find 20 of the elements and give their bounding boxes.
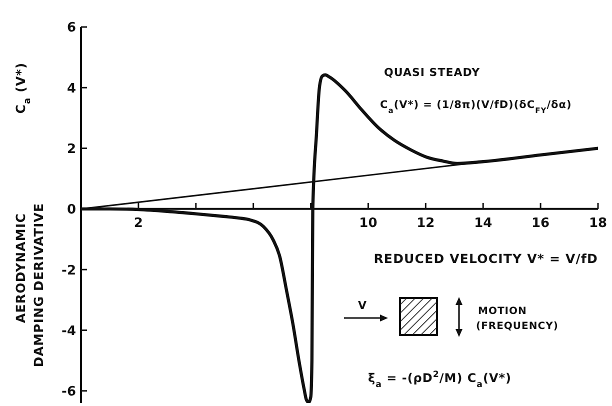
x-tick-label: 12	[416, 216, 435, 231]
x-axis-title: REDUCED VELOCITY V* = V/fD	[374, 251, 598, 266]
annotation: ξ$_{a}$ = -(ρD$^{2}$/M) C$_{a}$(V*)	[368, 370, 512, 390]
annotation: V	[358, 299, 368, 312]
y-tick-label: 6	[66, 20, 76, 36]
x-tick-label: 14	[474, 216, 492, 231]
annotation: (FREQUENCY)	[476, 321, 558, 332]
annotation: C$_{a}$(V*) = (1/8π)(V/fD)(δC$_{FY}$/δα)	[380, 99, 572, 114]
y-tick-label: -4	[62, 324, 76, 339]
annotation: QUASI STEADY	[384, 66, 481, 79]
y-tick-label: 2	[66, 142, 76, 157]
x-tick-label: 18	[588, 216, 608, 231]
x-tick-label: 2	[134, 216, 143, 231]
y-tick-label: 4	[66, 81, 76, 96]
annotation: MOTION	[478, 306, 527, 317]
x-tick-label: 16	[532, 216, 550, 231]
y-tick-label: -6	[62, 384, 76, 400]
y-tick-label: 0	[66, 202, 76, 218]
x-tick-label: 10	[359, 216, 378, 231]
y-tick-label: -2	[62, 263, 76, 278]
